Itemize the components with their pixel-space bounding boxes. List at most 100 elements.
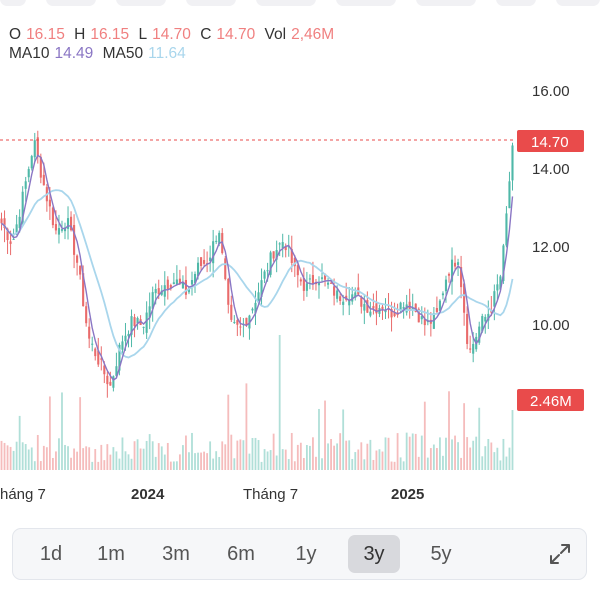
candle bbox=[366, 299, 369, 313]
candle bbox=[502, 245, 505, 281]
candle bbox=[51, 207, 54, 226]
candle bbox=[227, 278, 230, 305]
volume-bar bbox=[166, 442, 169, 470]
volume-bar bbox=[318, 408, 320, 470]
volume-bar bbox=[475, 436, 478, 470]
volume-bar bbox=[200, 452, 202, 470]
candle bbox=[36, 137, 39, 156]
candle bbox=[175, 279, 178, 285]
volume-bar bbox=[315, 456, 317, 470]
candle bbox=[469, 348, 472, 350]
volume-bar bbox=[387, 437, 390, 470]
candle bbox=[278, 243, 281, 245]
ohlc-info: O 16.15 H 16.15 L 14.70 C 14.70 Vol 2,46M MA1… bbox=[9, 25, 334, 63]
candle bbox=[181, 282, 184, 289]
volume-bar bbox=[203, 451, 205, 470]
volume-bar bbox=[70, 457, 72, 470]
current-price-label: 14.70 bbox=[531, 134, 569, 151]
candle bbox=[290, 249, 293, 264]
close-label: C bbox=[200, 26, 212, 43]
volume-bar bbox=[94, 449, 97, 470]
expand-arrows-icon[interactable] bbox=[548, 542, 572, 566]
x-tick-label: háng 7 bbox=[0, 486, 46, 503]
volume-bar bbox=[405, 432, 408, 470]
candle bbox=[314, 282, 318, 285]
volume-bar bbox=[508, 447, 511, 470]
candle bbox=[163, 285, 166, 297]
candle bbox=[323, 273, 327, 280]
volume-bar bbox=[139, 448, 142, 470]
volume-label: 2.46M bbox=[530, 393, 572, 410]
candle bbox=[3, 218, 6, 228]
volume-value: 2,46M bbox=[291, 26, 335, 43]
candle bbox=[326, 282, 330, 285]
range-selector: 1d 1m 3m 6m 1y 3y 5y bbox=[12, 528, 587, 580]
volume-bar bbox=[185, 435, 187, 470]
volume-bar bbox=[79, 397, 82, 470]
volume-bar bbox=[414, 433, 417, 470]
candle bbox=[317, 282, 321, 286]
candle bbox=[233, 321, 236, 323]
candle bbox=[363, 304, 366, 311]
volume-bar bbox=[254, 437, 257, 470]
candle bbox=[118, 344, 121, 371]
volume-bar bbox=[272, 433, 275, 470]
candle bbox=[369, 311, 372, 316]
volume-bar bbox=[287, 459, 290, 470]
candle bbox=[505, 213, 508, 246]
candle bbox=[281, 242, 284, 249]
candle bbox=[339, 296, 342, 301]
candles bbox=[0, 130, 514, 398]
volume-bar bbox=[321, 458, 323, 470]
volume-bar bbox=[472, 440, 475, 470]
candle bbox=[320, 277, 324, 279]
volume-bar bbox=[121, 437, 124, 470]
volume-bar bbox=[64, 444, 66, 470]
candle bbox=[103, 365, 106, 375]
candle bbox=[390, 309, 393, 318]
candle bbox=[354, 292, 357, 298]
volume-bar bbox=[278, 335, 281, 470]
candle bbox=[239, 326, 242, 328]
range-button-3y[interactable]: 3y bbox=[348, 535, 400, 573]
range-button-1d[interactable]: 1d bbox=[39, 543, 63, 565]
range-button-6m[interactable]: 6m bbox=[227, 543, 255, 565]
volume-bar bbox=[511, 410, 514, 470]
range-button-1m[interactable]: 1m bbox=[97, 543, 125, 565]
range-button-3m[interactable]: 3m bbox=[162, 543, 190, 565]
range-button-1y[interactable]: 1y bbox=[295, 543, 317, 565]
volume-bar bbox=[275, 455, 278, 470]
volume-bar bbox=[73, 448, 75, 470]
volume-bar bbox=[309, 445, 311, 470]
open-value: 16.15 bbox=[26, 26, 65, 43]
candle bbox=[384, 310, 387, 313]
candle bbox=[257, 292, 260, 303]
candle bbox=[484, 316, 487, 322]
volume-bar bbox=[466, 437, 469, 470]
candle bbox=[124, 335, 127, 342]
range-button-5y[interactable]: 5y bbox=[430, 543, 452, 565]
volume-bar bbox=[336, 443, 339, 470]
volume-bar bbox=[463, 403, 466, 470]
candle bbox=[21, 191, 24, 223]
candle bbox=[293, 257, 296, 267]
candle bbox=[360, 297, 363, 307]
volume-bar bbox=[248, 453, 251, 470]
price-chart[interactable]: 16.00 14.00 12.00 10.00 14.70 2.46M háng… bbox=[0, 0, 600, 520]
volume-bars bbox=[0, 335, 514, 470]
candle bbox=[438, 300, 441, 311]
candle bbox=[263, 271, 266, 279]
volume-bar bbox=[369, 439, 372, 470]
candle bbox=[441, 293, 445, 296]
volume-bar bbox=[505, 456, 508, 470]
volume-bar bbox=[269, 450, 272, 470]
volume-bar bbox=[445, 437, 447, 470]
high-label: H bbox=[74, 26, 86, 43]
candle bbox=[460, 266, 463, 288]
volume-bar bbox=[487, 439, 490, 470]
low-value: 14.70 bbox=[152, 26, 191, 43]
x-axis-labels: háng 7 2024 Tháng 7 2025 bbox=[0, 486, 424, 503]
volume-bar bbox=[67, 446, 69, 470]
candle bbox=[330, 282, 333, 284]
y-tick-label: 16.00 bbox=[532, 83, 570, 100]
